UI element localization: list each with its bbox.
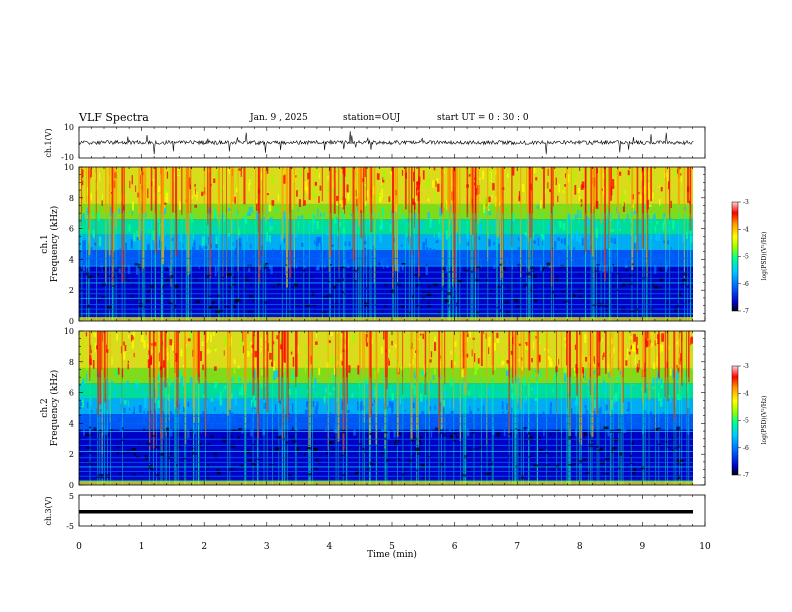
frequency-tick-label: 8: [69, 358, 74, 367]
ch1-ytick-top: 10: [64, 123, 74, 132]
frequency-tick-label: 2: [69, 450, 74, 459]
frequency-tick-label: 6: [69, 389, 74, 398]
frequency-tick-label: 4: [69, 255, 74, 264]
ch1-waveform-line: [78, 131, 694, 155]
frequency-tick-label: 10: [64, 327, 74, 336]
ch1-spectrogram-ticks: [78, 166, 706, 322]
colorbar-2-scale: [731, 365, 739, 476]
frequency-tick-label: 4: [69, 419, 74, 428]
x-tick-label: 1: [139, 542, 145, 552]
date-label: Jan. 9 , 2025: [250, 113, 308, 123]
x-tick-label: 5: [389, 542, 395, 552]
x-axis-label: Time (min): [367, 549, 417, 560]
colorbar-tick-label: -7: [743, 308, 749, 315]
ch2-spectrogram-ticks: [78, 330, 706, 486]
colorbar-tick-label: -4: [743, 390, 749, 397]
colorbar-2-tick-labels: -3 -4 -5 -6 -7: [738, 363, 749, 479]
x-axis-tick-labels: 0 1 2 3 4 5 6 7 8 9 10: [76, 542, 711, 552]
ch1-frequency-tick-labels: 0 2 4 6 8 10: [64, 163, 74, 326]
colorbar-1: -3 -4 -5 -6 -7 log(PSD)(V²/Hz): [731, 199, 768, 315]
ch1-spectrogram-ylabel: ch.1Frequency (kHz): [40, 206, 60, 283]
station-label: station=OUJ: [343, 113, 401, 123]
x-tick-label: 8: [577, 542, 583, 552]
ch1-waveform-ticks: [78, 127, 706, 158]
ch3-waveform-panel: 5 -5 ch.3(V): [44, 492, 706, 531]
ch3-waveform-ylabel: ch.3(V): [44, 496, 53, 525]
ch3-waveform-ticks: [78, 495, 706, 526]
x-tick-label: 10: [699, 542, 711, 552]
colorbar-tick-label: -3: [743, 199, 749, 206]
colorbar-tick-label: -7: [743, 472, 749, 479]
x-tick-label: 0: [76, 542, 82, 552]
frequency-tick-label: 2: [69, 286, 74, 295]
colorbar-tick-label: -5: [743, 254, 749, 261]
ch2-spectrogram-panel: 0 2 4 6 8 10 ch.2Frequency (kHz): [40, 327, 706, 490]
ch1-ytick-bottom: -10: [61, 153, 74, 162]
ch1-waveform-ylabel: ch.1(V): [44, 128, 53, 157]
x-tick-label: 3: [264, 542, 270, 552]
ch2-spectrogram-image: [79, 331, 693, 485]
colorbar-2: -3 -4 -5 -6 -7 log(PSD)(V²/Hz): [731, 363, 768, 479]
ch3-waveform-trace: [79, 510, 693, 514]
colorbar-1-scale: [731, 201, 739, 312]
colorbar-1-tick-labels: -3 -4 -5 -6 -7: [738, 199, 749, 315]
ch1-waveform-panel: 10 -10 ch.1(V): [44, 123, 706, 162]
colorbar-tick-label: -6: [743, 281, 749, 288]
ch3-ytick-top: 5: [69, 492, 74, 501]
x-tick-label: 2: [201, 542, 207, 552]
frequency-tick-label: 6: [69, 225, 74, 234]
colorbar-1-label: log(PSD)(V²/Hz): [761, 232, 768, 281]
ch2-spectrogram-ylabel: ch.2Frequency (kHz): [40, 370, 60, 447]
frequency-tick-label: 0: [69, 317, 74, 326]
ch2-frequency-tick-labels: 0 2 4 6 8 10: [64, 327, 74, 490]
ch1-waveform-trace: [78, 131, 694, 155]
x-tick-label: 4: [327, 542, 333, 552]
ch1-spectrogram-image: [79, 167, 693, 321]
colorbar-tick-label: -6: [743, 445, 749, 452]
start-ut-label: start UT = 0 : 30 : 0: [437, 113, 529, 123]
x-tick-label: 7: [514, 542, 520, 552]
frequency-tick-label: 10: [64, 163, 74, 172]
frequency-tick-label: 8: [69, 194, 74, 203]
colorbar-tick-label: -5: [743, 418, 749, 425]
ch1-spectrogram-panel: 0 2 4 6 8 10 ch.1Frequency (kHz): [40, 163, 706, 326]
frequency-tick-label: 0: [69, 481, 74, 490]
ch3-ytick-bottom: -5: [66, 522, 74, 531]
x-tick-label: 9: [640, 542, 646, 552]
colorbar-tick-label: -3: [743, 363, 749, 370]
colorbar-2-label: log(PSD)(V²/Hz): [761, 396, 768, 445]
x-tick-label: 6: [452, 542, 458, 552]
figure-title: VLF Spectra: [79, 111, 149, 124]
colorbar-tick-label: -4: [743, 226, 749, 233]
